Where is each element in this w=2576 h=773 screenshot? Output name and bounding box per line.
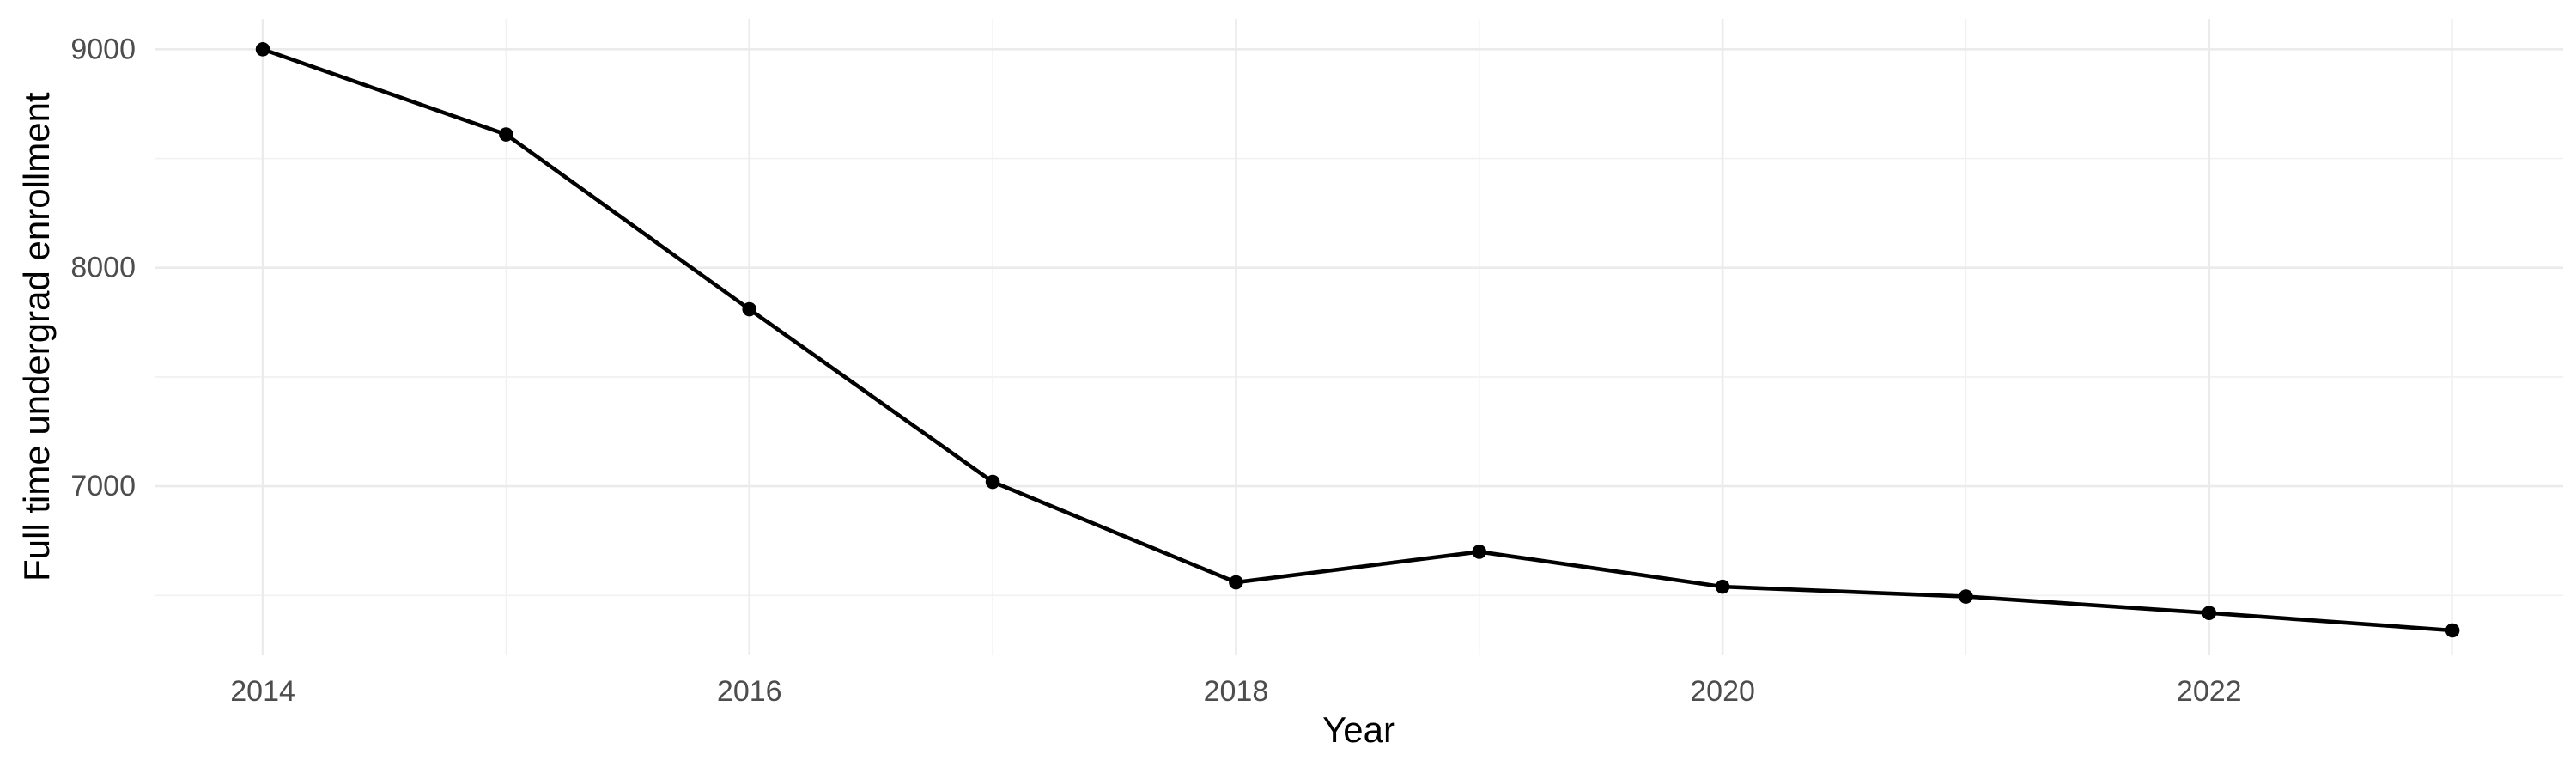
y-tick-label-9000: 9000	[70, 33, 136, 65]
x-tick-label-2016: 2016	[717, 675, 782, 708]
data-point-2017	[985, 474, 1000, 490]
data-point-2022	[2202, 606, 2217, 620]
x-tick-label-2022: 2022	[2177, 675, 2242, 708]
y-tick-label-7000: 7000	[70, 470, 136, 502]
data-point-2021	[1959, 589, 1973, 604]
data-point-2015	[499, 127, 513, 142]
data-point-2018	[1229, 575, 1243, 590]
data-point-2014	[255, 42, 270, 57]
series-line-full-time-undergrad-enrollment	[260, 47, 2455, 633]
data-point-2020	[1715, 579, 1730, 594]
data-point-2023	[2445, 623, 2460, 638]
x-tick-label-2020: 2020	[1690, 675, 1755, 708]
x-tick-label-2018: 2018	[1204, 675, 1269, 708]
data-point-2016	[742, 301, 757, 317]
y-axis-title: Full time undergrad enrollment	[16, 92, 57, 581]
x-axis-title: Year	[1322, 709, 1395, 750]
x-tick-label-2014: 2014	[230, 675, 295, 708]
data-point-2019	[1472, 545, 1487, 559]
y-tick-label-8000: 8000	[70, 252, 136, 284]
